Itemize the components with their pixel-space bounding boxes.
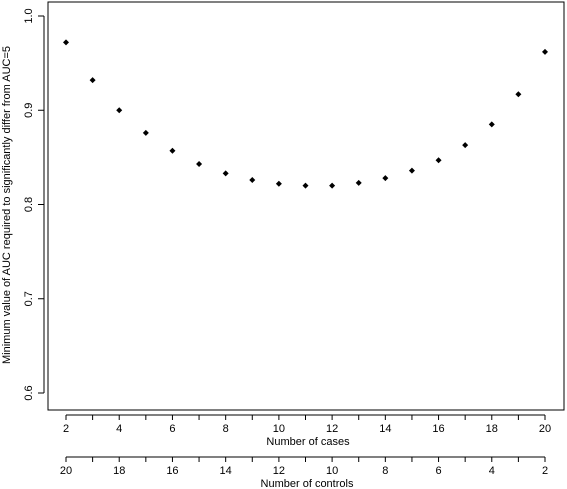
x-tick-label: 6 [169,423,175,435]
x-axis-controls: 20 18 16 14 12 10 8 6 4 2 [60,456,548,477]
data-point [63,39,69,46]
x-tick-label: 18 [486,423,498,435]
x2-tick-label: 18 [113,465,125,477]
y-axis: 0.6 0.7 0.8 0.9 1.0 [23,8,45,401]
x-tick-label: 14 [379,423,391,435]
y-tick-label: 0.6 [23,385,35,400]
data-point [142,129,149,136]
x-tick-label: 8 [223,423,229,435]
data-point [302,182,309,189]
data-point [89,77,96,84]
x2-tick-label: 8 [382,465,388,477]
y-tick-label: 1.0 [23,8,35,23]
x-tick-label: 4 [116,423,122,435]
x2-tick-label: 14 [220,465,232,477]
x-tick-label: 2 [63,423,69,435]
data-point [435,157,442,164]
x2-tick-label: 2 [542,465,548,477]
x2-tick-label: 10 [326,465,338,477]
x-axis-label: Number of cases [266,436,350,448]
data-point [408,167,415,174]
x-tick-label: 10 [273,423,285,435]
x2-tick-label: 4 [489,465,495,477]
data-point [542,48,548,55]
x-axis-cases: 2 4 6 8 10 12 14 16 18 20 [63,414,551,435]
data-point [196,160,203,167]
data-point [222,170,229,177]
data-point [515,91,522,98]
data-point [488,121,495,128]
data-point [329,182,336,189]
data-point [462,142,469,149]
data-point [275,180,282,187]
x-tick-label: 12 [326,423,338,435]
x2-axis-label: Number of controls [261,478,354,489]
y-tick-label: 0.7 [23,291,35,306]
data-point [249,176,256,183]
x2-tick-label: 20 [60,465,72,477]
data-points [63,39,548,189]
data-point [116,107,123,114]
x2-tick-label: 12 [273,465,285,477]
y-tick-label: 0.9 [23,103,35,118]
y-tick-label: 0.8 [23,197,35,212]
data-point [355,179,362,186]
data-point [169,147,176,154]
x-tick-label: 16 [432,423,444,435]
plot-frame [47,1,565,411]
data-point [382,175,389,182]
x2-tick-label: 16 [166,465,178,477]
x2-tick-label: 6 [435,465,441,477]
x-tick-label: 20 [539,423,551,435]
y-axis-label: Minimum value of AUC required to signifi… [1,46,13,364]
